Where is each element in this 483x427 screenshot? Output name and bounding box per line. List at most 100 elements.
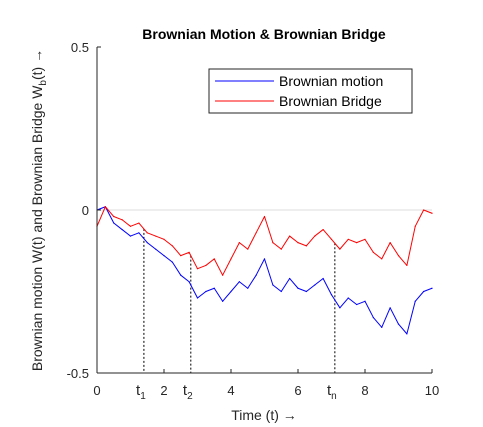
chart-title: Brownian Motion & Brownian Bridge — [142, 26, 386, 42]
data-point-brownian-motion — [146, 242, 148, 244]
annotation-label-main: t — [136, 382, 141, 399]
data-point-brownian-motion — [289, 277, 291, 280]
y-axis-label: Brownian motion W(t) and Brownian Bridge… — [29, 49, 49, 371]
data-point-brownian-bridge — [205, 264, 207, 267]
data-point-brownian-motion — [196, 297, 199, 299]
annotation-label-subscript: 1 — [140, 391, 146, 402]
data-point-brownian-bridge — [222, 274, 224, 276]
data-point-brownian-motion — [222, 300, 224, 302]
data-point-brownian-bridge — [146, 232, 148, 234]
data-point-brownian-motion — [364, 300, 366, 302]
data-point-brownian-bridge — [263, 215, 266, 218]
annotation-label-subscript: n — [331, 391, 337, 402]
x-tick-label: 6 — [294, 383, 301, 398]
data-point-brownian-motion — [297, 287, 299, 289]
annotation-label-t2: t2 — [183, 382, 193, 402]
legend-label-brownian-motion: Brownian motion — [279, 73, 383, 89]
data-point-brownian-bridge — [339, 248, 341, 250]
data-point-brownian-bridge — [381, 258, 383, 260]
data-point-brownian-bridge — [397, 255, 400, 257]
data-point-brownian-motion — [205, 290, 207, 293]
data-point-brownian-motion — [121, 228, 123, 231]
data-point-brownian-bridge — [213, 258, 215, 260]
x-tick-label: 10 — [425, 383, 439, 398]
data-point-brownian-bridge — [230, 258, 232, 260]
data-point-brownian-motion — [213, 287, 215, 289]
data-point-brownian-bridge — [180, 255, 182, 257]
y-tick-group: -0.5 0 0.5 — [67, 40, 101, 381]
data-point-brownian-motion — [305, 290, 307, 293]
x-tick-label: 2 — [160, 383, 167, 398]
data-point-brownian-bridge — [305, 245, 307, 247]
data-point-brownian-motion — [280, 290, 282, 293]
data-point-brownian-motion — [155, 248, 157, 250]
y-axis-label-main: Brownian motion W(t) and Brownian Bridge… — [29, 85, 45, 371]
data-point-brownian-bridge — [188, 251, 190, 253]
data-point-brownian-motion — [339, 307, 341, 309]
data-point-brownian-bridge — [196, 268, 199, 270]
series-group — [96, 206, 433, 335]
data-point-brownian-bridge — [238, 242, 240, 244]
data-point-brownian-bridge — [372, 251, 374, 253]
annotation-label-subscript: 2 — [187, 391, 193, 402]
x-tick-label: 8 — [361, 383, 368, 398]
data-point-brownian-motion — [381, 326, 383, 328]
y-tick-label: 0 — [82, 203, 89, 218]
legend-box — [208, 68, 413, 114]
data-point-brownian-motion — [138, 232, 140, 234]
data-point-brownian-motion — [322, 277, 324, 280]
data-point-brownian-bridge — [289, 235, 291, 237]
data-point-brownian-motion — [431, 287, 433, 289]
data-point-brownian-bridge — [356, 242, 358, 244]
data-point-brownian-bridge — [347, 238, 349, 240]
data-point-brownian-motion — [263, 258, 266, 260]
data-point-brownian-motion — [247, 287, 249, 289]
data-point-brownian-bridge — [389, 242, 391, 244]
x-tick-group: 0 2 4 6 8 10 — [93, 369, 439, 398]
data-point-brownian-motion — [188, 281, 190, 283]
data-point-brownian-bridge — [314, 235, 316, 237]
y-tick-label: 0.5 — [71, 40, 89, 55]
data-point-brownian-motion — [414, 300, 416, 302]
data-point-brownian-bridge — [406, 264, 408, 267]
data-point-brownian-motion — [180, 274, 182, 276]
data-point-brownian-motion — [347, 297, 349, 299]
data-point-brownian-bridge — [364, 238, 366, 240]
data-point-brownian-bridge — [138, 222, 140, 224]
data-point-brownian-motion — [238, 281, 240, 283]
data-point-brownian-motion — [171, 261, 173, 263]
data-point-brownian-bridge — [121, 219, 123, 221]
annotation-label-main: t — [327, 382, 332, 399]
data-point-brownian-bridge — [431, 212, 433, 214]
data-point-brownian-bridge — [272, 242, 274, 244]
annotation-group: t1 t2 tn — [136, 228, 337, 402]
data-point-brownian-bridge — [129, 225, 132, 227]
data-point-brownian-bridge — [104, 206, 106, 208]
data-point-brownian-bridge — [155, 235, 157, 237]
data-point-brownian-bridge — [255, 232, 257, 234]
data-point-brownian-bridge — [163, 238, 165, 240]
y-axis-label-subscript: b — [38, 80, 49, 86]
data-point-brownian-bridge — [322, 228, 324, 231]
data-point-brownian-bridge — [414, 225, 416, 227]
data-point-brownian-motion — [372, 316, 374, 319]
data-point-brownian-bridge — [247, 248, 249, 250]
annotation-label-t1: t1 — [136, 382, 146, 402]
annotation-label-main: t — [183, 382, 188, 399]
x-axis-label: Time (t) → — [231, 407, 297, 423]
data-point-brownian-bridge — [113, 215, 115, 218]
data-point-brownian-motion — [356, 303, 358, 306]
data-point-brownian-motion — [255, 274, 257, 276]
data-point-brownian-motion — [163, 255, 165, 257]
data-point-brownian-bridge — [423, 209, 425, 211]
annotation-label-tn: tn — [327, 382, 337, 402]
data-point-brownian-bridge — [171, 245, 173, 247]
x-tick-label: 4 — [227, 383, 234, 398]
legend-label-brownian-bridge: Brownian Bridge — [279, 93, 382, 109]
data-point-brownian-motion — [397, 323, 400, 325]
data-point-brownian-motion — [406, 333, 408, 335]
data-point-brownian-bridge — [297, 242, 299, 244]
data-point-brownian-bridge — [330, 238, 333, 240]
y-axis-label-group: Brownian motion W(t) and Brownian Bridge… — [29, 49, 49, 371]
